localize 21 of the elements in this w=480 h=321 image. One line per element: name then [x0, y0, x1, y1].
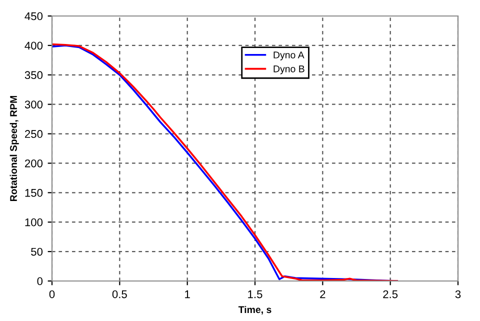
y-tick-label: 300	[24, 100, 43, 108]
x-tick-label: 2.5	[383, 290, 398, 298]
y-tick-label: 400	[24, 42, 43, 50]
y-axis-title: Rotational Speed, RPM	[10, 96, 19, 202]
legend-label: Dyno A	[274, 52, 304, 60]
x-tick-label: 1.5	[248, 290, 262, 298]
y-tick-label: 150	[25, 188, 43, 197]
x-tick-label: 2	[320, 290, 326, 298]
legend-label: Dyno B	[274, 66, 304, 74]
y-tick-label: 450	[24, 12, 43, 20]
y-tick-label: 250	[24, 130, 43, 138]
y-tick-label: 0	[37, 277, 43, 286]
x-tick-label: 0	[49, 290, 55, 298]
x-axis-title: Time, s	[238, 306, 272, 314]
y-tick-label: 200	[24, 159, 43, 168]
y-tick-label: 100	[25, 218, 43, 226]
y-tick-label: 50	[31, 248, 43, 256]
x-tick-label: 0.5	[112, 290, 127, 298]
x-tick-label: 3	[455, 290, 461, 298]
y-tick-label: 350	[24, 71, 43, 80]
x-tick-label: 1	[185, 290, 190, 298]
